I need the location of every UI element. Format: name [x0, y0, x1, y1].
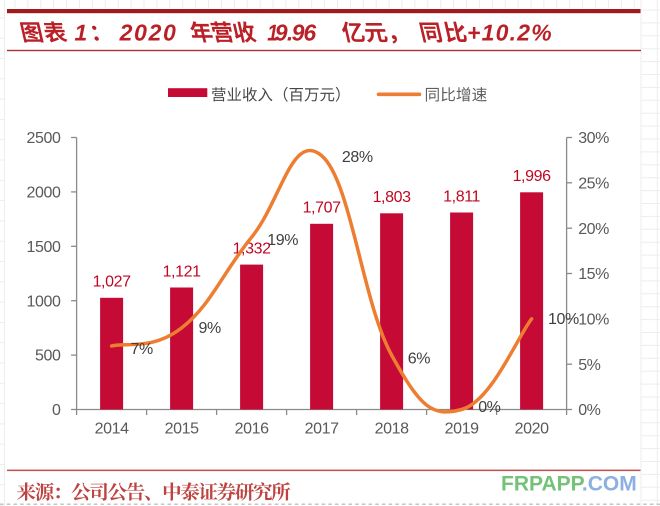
svg-text:2015: 2015 — [165, 421, 199, 438]
svg-text:2016: 2016 — [235, 421, 269, 438]
svg-text:2014: 2014 — [95, 421, 129, 438]
svg-text:1,707: 1,707 — [303, 200, 342, 217]
svg-text:7%: 7% — [131, 341, 153, 358]
svg-text:0%: 0% — [578, 402, 600, 419]
svg-text:2000: 2000 — [27, 185, 61, 202]
svg-text:1,811: 1,811 — [443, 188, 480, 205]
svg-text:2018: 2018 — [375, 421, 409, 438]
svg-text:1,027: 1,027 — [93, 274, 132, 291]
svg-text:1000: 1000 — [27, 293, 61, 310]
svg-text:500: 500 — [35, 348, 61, 365]
svg-text:15%: 15% — [578, 266, 609, 283]
svg-text:0%: 0% — [478, 399, 500, 416]
svg-text:30%: 30% — [578, 130, 609, 147]
svg-text:20%: 20% — [578, 221, 609, 238]
svg-text:10%: 10% — [578, 311, 609, 328]
svg-text:25%: 25% — [578, 175, 609, 192]
svg-text:10%: 10% — [548, 311, 579, 328]
svg-text:1,332: 1,332 — [233, 240, 272, 257]
svg-text:0: 0 — [52, 402, 61, 419]
svg-text:1,803: 1,803 — [373, 189, 412, 206]
svg-text:2019: 2019 — [445, 421, 479, 438]
svg-text:19%: 19% — [267, 232, 298, 249]
svg-text:1,996: 1,996 — [513, 168, 552, 185]
svg-text:6%: 6% — [408, 351, 430, 368]
svg-text:28%: 28% — [342, 149, 373, 166]
svg-text:2500: 2500 — [27, 130, 61, 147]
svg-text:2020: 2020 — [515, 421, 549, 438]
svg-text:5%: 5% — [578, 357, 600, 374]
svg-text:1500: 1500 — [27, 239, 61, 256]
svg-text:9%: 9% — [199, 320, 221, 337]
svg-text:FRPAPP.COM: FRPAPP.COM — [501, 473, 637, 496]
svg-text:1,121: 1,121 — [163, 263, 202, 280]
svg-text:2017: 2017 — [305, 421, 339, 438]
